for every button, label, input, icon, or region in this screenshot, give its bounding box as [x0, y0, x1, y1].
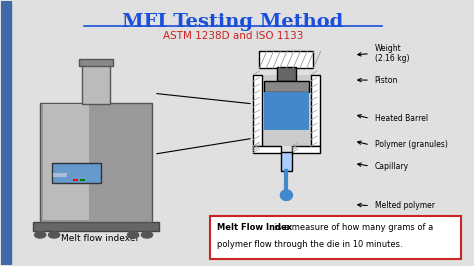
Bar — [310, 75, 320, 146]
FancyBboxPatch shape — [210, 216, 461, 259]
Text: Polymer (granules): Polymer (granules) — [374, 140, 447, 149]
Circle shape — [128, 232, 139, 238]
Bar — [262, 75, 310, 146]
Bar — [253, 146, 281, 153]
Text: is a measure of how many grams of a: is a measure of how many grams of a — [272, 223, 433, 232]
Text: Capillary: Capillary — [374, 161, 409, 171]
Bar — [52, 163, 100, 183]
Text: Weight
(2.16 kg): Weight (2.16 kg) — [374, 44, 409, 63]
Text: Heated Barrel: Heated Barrel — [374, 114, 428, 123]
Text: Melt flow indexer: Melt flow indexer — [62, 234, 140, 243]
Bar — [73, 178, 78, 181]
Bar — [264, 81, 309, 92]
Bar — [277, 67, 296, 81]
Circle shape — [35, 232, 46, 238]
Bar — [0, 1, 11, 265]
Text: Piston: Piston — [374, 76, 398, 85]
Text: ASTM 1238D and ISO 1133: ASTM 1238D and ISO 1133 — [163, 31, 303, 41]
Bar — [264, 92, 309, 130]
Bar — [82, 64, 110, 104]
Text: Melted polymer: Melted polymer — [374, 201, 435, 210]
Circle shape — [141, 232, 153, 238]
Bar — [292, 146, 320, 153]
Bar — [80, 178, 85, 181]
Bar — [53, 173, 67, 177]
Bar — [79, 59, 113, 65]
Polygon shape — [280, 190, 292, 201]
Bar — [253, 75, 262, 146]
Text: MFI Testing Method: MFI Testing Method — [122, 13, 344, 31]
Bar — [40, 103, 152, 222]
Text: polymer flow through the die in 10 minutes.: polymer flow through the die in 10 minut… — [217, 240, 402, 249]
Bar — [43, 104, 89, 220]
Bar — [281, 152, 292, 171]
Text: Melt Flow Index: Melt Flow Index — [217, 223, 292, 232]
Bar — [259, 51, 313, 68]
Circle shape — [48, 232, 60, 238]
Bar — [33, 222, 159, 231]
